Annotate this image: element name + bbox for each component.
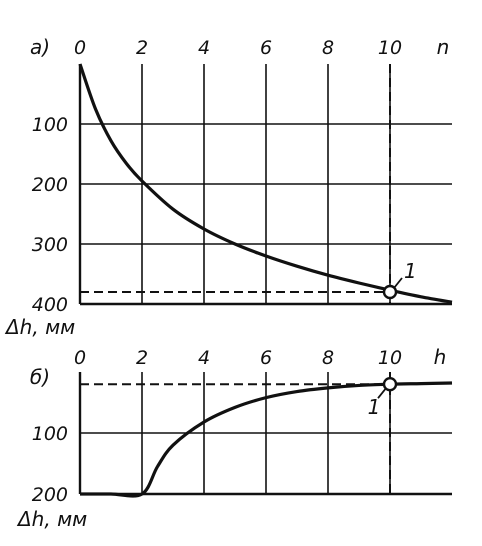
x-tick-label: 0	[74, 347, 86, 369]
y-tick-label: 100	[32, 114, 68, 136]
y-tick-label: 400	[32, 294, 68, 316]
x-tick-label: 4	[198, 37, 210, 59]
y-axis-label: Δh, мм	[16, 507, 87, 531]
panel-label: б)	[30, 365, 50, 389]
x-tick-label: 2	[136, 347, 148, 369]
panel-label: а)	[30, 35, 50, 59]
x-tick-label: 4	[198, 347, 210, 369]
marker-label: 1	[368, 395, 381, 419]
x-tick-label: 8	[322, 37, 334, 59]
marker-leader-0	[393, 277, 403, 289]
x-axis-label: h	[434, 345, 447, 369]
y-tick-label: 200	[32, 174, 68, 196]
marker-point-0	[382, 284, 398, 300]
x-tick-label: 6	[260, 37, 272, 59]
data-curve-0-0	[78, 63, 453, 304]
x-tick-label: 6	[260, 347, 272, 369]
x-tick-label: 10	[378, 37, 402, 59]
x-axis-label: n	[437, 35, 450, 59]
y-tick-label: 200	[32, 484, 68, 506]
marker-leader-1	[377, 387, 387, 399]
marker-label: 1	[404, 259, 417, 283]
x-tick-label: 0	[74, 37, 86, 59]
marker-point-1	[382, 377, 398, 392]
y-tick-label: 300	[32, 234, 68, 256]
x-tick-label: 10	[378, 347, 402, 369]
x-tick-label: 8	[322, 347, 334, 369]
y-axis-label: Δh, мм	[4, 315, 75, 339]
x-tick-label: 2	[136, 37, 148, 59]
y-tick-label: 100	[32, 423, 68, 445]
